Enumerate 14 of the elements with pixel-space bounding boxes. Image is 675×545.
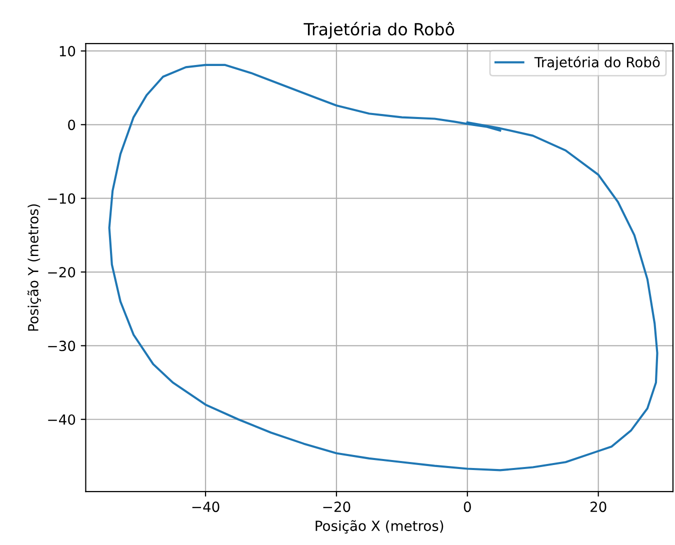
y-tick-label: −30 <box>48 340 76 352</box>
legend-label: Trajetória do Robô <box>534 56 660 70</box>
x-tick-label: 0 <box>464 502 471 512</box>
y-axis-title: Posição Y (metros) <box>27 204 41 331</box>
x-tick-label: −20 <box>323 502 350 512</box>
chart-title: Trajetória do Robô <box>304 22 454 39</box>
x-tick-label: −40 <box>192 502 220 512</box>
y-tick-label: −10 <box>48 193 76 204</box>
x-tick-label: 20 <box>590 502 606 512</box>
y-tick-label: −40 <box>48 414 76 425</box>
y-tick-label: 0 <box>68 120 76 130</box>
y-tick-label: 10 <box>60 46 76 56</box>
x-axis-title: Posição X (metros) <box>316 520 444 534</box>
y-tick-label: −20 <box>48 266 76 278</box>
